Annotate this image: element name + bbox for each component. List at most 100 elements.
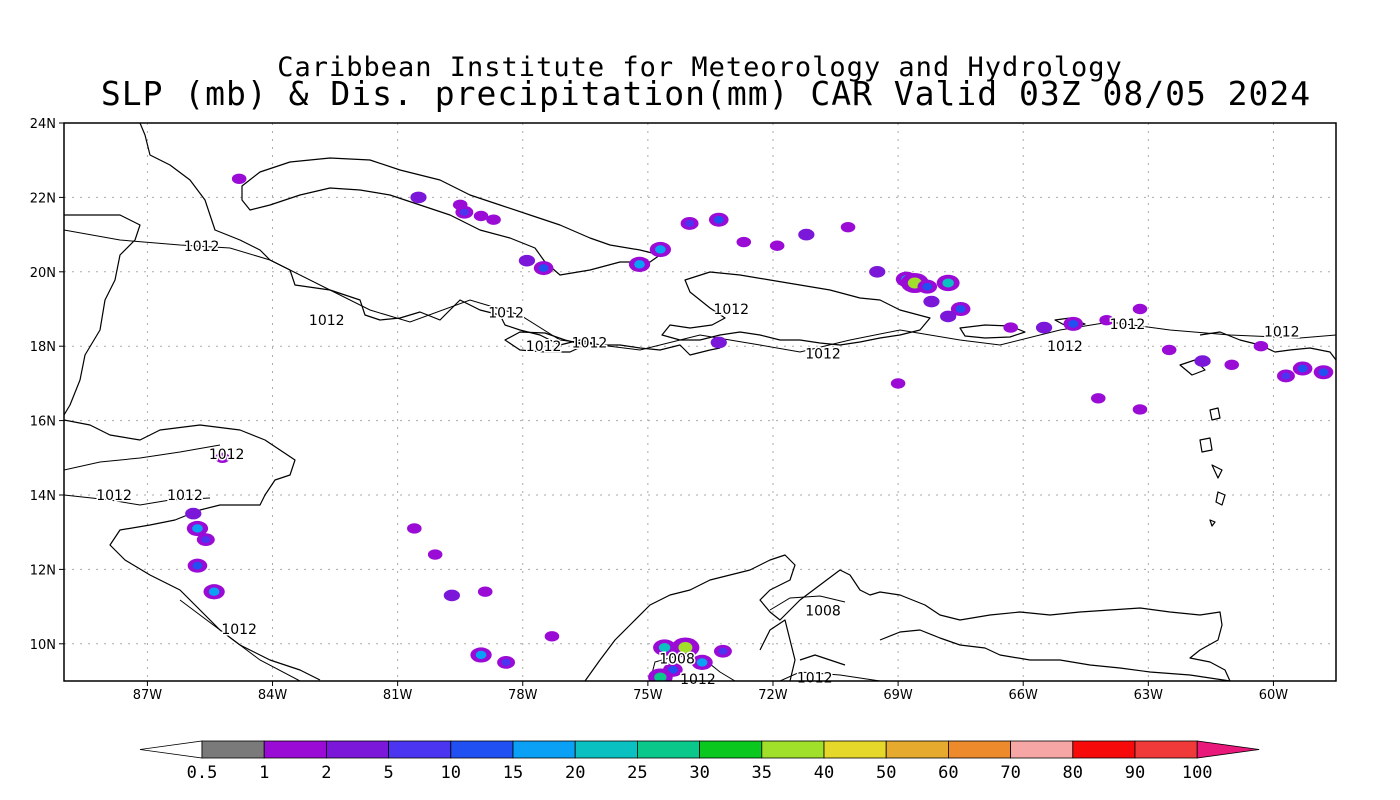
isobar-label: 1012	[309, 313, 345, 329]
precip-cell-core	[667, 665, 678, 674]
precip-cell	[736, 236, 752, 248]
x-tick-label: 75W	[633, 688, 663, 703]
isobar-label: 1008	[805, 603, 841, 619]
isobar-label: 1012	[1110, 317, 1146, 333]
coastlines	[64, 123, 1336, 681]
precip-cell-core	[1068, 320, 1079, 328]
colorbar-segment	[201, 740, 265, 759]
axes: 87W 84W 81W 78W 75W 72W 69W 66W 63W 60W 24N 22N 20N 1…	[30, 117, 1289, 703]
precip-cell	[410, 191, 427, 204]
coastline-south-america	[584, 554, 1231, 681]
precip-cell-core	[685, 219, 695, 227]
precip-cell	[473, 210, 489, 222]
precip-cell-core	[1318, 368, 1329, 377]
precip-cell-core	[501, 658, 511, 666]
precip-cell-core	[654, 672, 667, 681]
colorbar-label: 100	[1182, 763, 1213, 783]
precip-cell	[1194, 355, 1211, 367]
precip-cell-core	[1297, 364, 1308, 373]
precip-cell	[710, 336, 727, 349]
precip-cell-core	[955, 305, 966, 313]
colorbar-label: 90	[1125, 763, 1145, 783]
x-tick-label: 78W	[508, 688, 538, 703]
colorbar-segment	[948, 740, 1012, 759]
precip-cell	[890, 378, 906, 389]
isobar-label: 1012	[1264, 324, 1300, 340]
y-tick-label: 18N	[30, 340, 56, 355]
coastline-puerto-rico	[959, 324, 1026, 339]
y-tick-label: 16N	[30, 415, 56, 430]
x-tick-label: 87W	[133, 688, 163, 703]
precip-cell	[840, 221, 856, 233]
colorbar-segment	[761, 740, 825, 759]
colorbar-segment	[885, 740, 949, 759]
colorbar-segment	[1072, 740, 1136, 759]
isobar-label: 1012	[96, 488, 132, 504]
colorbar-label: 35	[752, 763, 772, 783]
colorbar-arrow-high	[1196, 740, 1260, 759]
precip-cell-core	[192, 524, 203, 533]
isobars	[64, 229, 1336, 681]
x-tick-label: 81W	[383, 688, 413, 703]
isobar-label: 1012	[797, 670, 833, 686]
colorbar-segment	[637, 740, 701, 759]
colorbar-segment	[574, 740, 638, 759]
precip-cell	[427, 549, 443, 560]
colorbar: 0.5 1 2 5 10 15 20 25 30 35 40 50 60 70 80 90 100	[139, 740, 1260, 783]
isobar-labels: 1012 1012 1012 1012 1012 1012 1012 1012 1012 1012…	[95, 237, 1301, 689]
isobar-label: 1012	[1047, 339, 1083, 355]
precip-cell	[486, 214, 501, 225]
colorbar-label: 5	[383, 763, 393, 783]
precip-cell	[1035, 321, 1053, 334]
y-tick-label: 22N	[30, 191, 56, 206]
coastline-maracaibo	[759, 619, 846, 681]
precip-cell	[1132, 404, 1148, 415]
precip-cell	[544, 631, 560, 642]
colorbar-label: 25	[627, 763, 647, 783]
colorbar-label: 10	[441, 763, 461, 783]
isobar-label: 1012	[526, 339, 562, 355]
precip-cell	[798, 228, 815, 241]
x-tick-label: 72W	[758, 688, 788, 703]
precip-cell-core	[696, 658, 708, 667]
precip-cell-core	[658, 643, 671, 653]
precip-cell	[1099, 314, 1114, 326]
precip-cell-core	[678, 642, 693, 654]
precip-cell	[940, 310, 957, 323]
precip-cell-core	[634, 260, 645, 269]
x-tick-label: 66W	[1009, 688, 1039, 703]
coastline-cuba	[241, 157, 661, 276]
colorbar-label: 40	[814, 763, 834, 783]
precip-cell	[1253, 341, 1269, 352]
coastline-jamaica	[504, 331, 586, 353]
coastline-yucatan-central-america	[64, 123, 721, 681]
precip-cell-core	[459, 208, 469, 216]
colorbar-label: 30	[689, 763, 709, 783]
colorbar-label: 2	[321, 763, 331, 783]
precip-cell-core	[208, 587, 220, 596]
precip-cell	[215, 452, 230, 463]
isobar-label: 1008	[659, 652, 695, 668]
isobar-label: 1012	[209, 447, 245, 463]
colorbar-segment	[699, 740, 763, 759]
precip-cell	[477, 586, 493, 597]
precip-cell	[1161, 344, 1177, 356]
colorbar-segment	[1134, 740, 1198, 759]
precip-cell	[518, 254, 536, 267]
precip-cell	[407, 523, 422, 534]
colorbar-label: 1	[259, 763, 269, 783]
colorbar-segment	[263, 740, 327, 759]
coastline-lesser-antilles	[1054, 317, 1336, 527]
colorbar-segment	[450, 740, 514, 759]
colorbar-segment	[1010, 740, 1074, 759]
precip-cell-core	[475, 650, 487, 660]
y-tick-label: 10N	[30, 638, 56, 653]
precip-cell	[1224, 359, 1240, 370]
colorbar-label: 15	[503, 763, 523, 783]
x-tick-label: 63W	[1134, 688, 1164, 703]
coastline-hispaniola	[661, 271, 931, 346]
colorbar-segment	[325, 740, 389, 759]
precip-cell-core	[655, 245, 666, 254]
isobar-1012-north	[64, 229, 1336, 353]
colorbar-arrow-low	[139, 740, 203, 759]
